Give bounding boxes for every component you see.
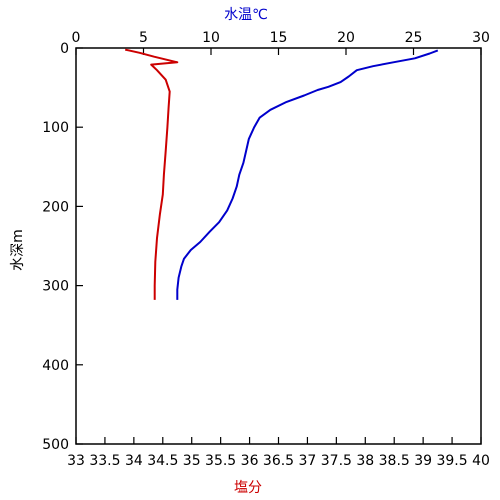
salinity-tick-label: 39.5 xyxy=(436,453,467,469)
salinity-tick-label: 37.5 xyxy=(321,453,352,469)
depth-tick-label: 100 xyxy=(42,120,69,136)
temperature-axis-ticks: 0 5 10 15 20 25 30 xyxy=(72,30,490,55)
temperature-tick-label: 25 xyxy=(405,30,423,46)
salinity-profile-line xyxy=(124,48,179,300)
salinity-tick-label: 40 xyxy=(472,453,490,469)
series-layer xyxy=(124,48,439,300)
depth-tick-label: 400 xyxy=(42,358,69,374)
salinity-tick-label: 37 xyxy=(299,453,317,469)
depth-tick-label: 0 xyxy=(60,41,69,57)
salinity-tick-label: 36.5 xyxy=(263,453,294,469)
salinity-tick-label: 39 xyxy=(414,453,432,469)
salinity-tick-label: 36 xyxy=(241,453,259,469)
salinity-tick-label: 33 xyxy=(67,453,85,469)
salinity-axis-ticks: 33 33.5 34 34.5 35 35.5 36 36.5 37 37.5 38 38.5 39 39… xyxy=(67,437,490,469)
depth-tick-label: 200 xyxy=(42,199,69,215)
depth-axis-title: 水深m xyxy=(10,229,26,271)
temperature-tick-label: 20 xyxy=(337,30,355,46)
salinity-tick-label: 38 xyxy=(356,453,374,469)
depth-tick-label: 500 xyxy=(42,437,69,453)
temperature-tick-label: 10 xyxy=(202,30,220,46)
plot-frame xyxy=(75,47,482,445)
salinity-tick-label: 35.5 xyxy=(205,453,236,469)
temperature-tick-label: 5 xyxy=(139,30,148,46)
temperature-profile-line xyxy=(176,49,439,300)
salinity-tick-label: 35 xyxy=(183,453,201,469)
salinity-axis-title: 塩分 xyxy=(234,480,262,496)
salinity-tick-label: 33.5 xyxy=(89,453,120,469)
depth-tick-label: 300 xyxy=(42,279,69,295)
temperature-axis-title: 水温℃ xyxy=(224,7,268,23)
depth-axis-ticks: 0 100 200 300 400 500 xyxy=(42,41,83,453)
temperature-tick-label: 30 xyxy=(472,30,490,46)
salinity-tick-label: 34.5 xyxy=(147,453,178,469)
salinity-tick-label: 38.5 xyxy=(379,453,410,469)
temperature-tick-label: 15 xyxy=(270,30,288,46)
salinity-tick-label: 34 xyxy=(125,453,143,469)
temperature-tick-label: 0 xyxy=(72,30,81,46)
